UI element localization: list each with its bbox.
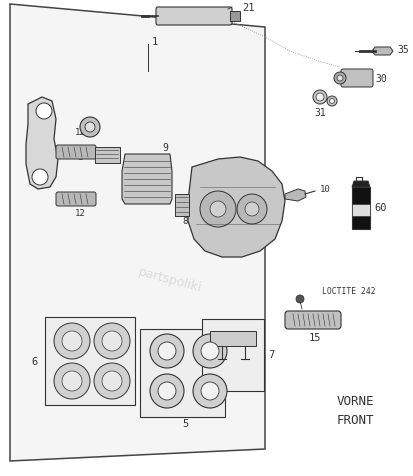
Circle shape xyxy=(62,331,82,351)
Circle shape xyxy=(94,363,130,399)
Text: 35: 35 xyxy=(396,45,408,55)
FancyBboxPatch shape xyxy=(56,146,96,159)
Text: 9: 9 xyxy=(161,143,168,153)
Circle shape xyxy=(329,99,334,104)
Circle shape xyxy=(54,323,90,359)
Circle shape xyxy=(336,76,342,82)
Circle shape xyxy=(312,91,326,105)
Circle shape xyxy=(192,334,226,368)
Circle shape xyxy=(80,118,100,138)
Bar xyxy=(351,205,369,217)
Polygon shape xyxy=(122,155,171,205)
Text: LOCTITE 242: LOCTITE 242 xyxy=(321,287,375,296)
FancyBboxPatch shape xyxy=(284,311,340,329)
Circle shape xyxy=(36,104,52,120)
Circle shape xyxy=(102,331,122,351)
Text: 1: 1 xyxy=(152,37,158,47)
Circle shape xyxy=(62,371,82,391)
Text: 15: 15 xyxy=(308,332,320,342)
Circle shape xyxy=(150,334,183,368)
Text: 10: 10 xyxy=(319,185,330,194)
FancyBboxPatch shape xyxy=(156,8,231,26)
Polygon shape xyxy=(10,5,264,461)
Circle shape xyxy=(209,201,225,218)
Text: 21: 21 xyxy=(242,3,254,13)
Polygon shape xyxy=(284,189,305,201)
Circle shape xyxy=(244,203,259,217)
Circle shape xyxy=(102,371,122,391)
FancyBboxPatch shape xyxy=(340,70,372,88)
Polygon shape xyxy=(188,158,284,258)
Text: 5: 5 xyxy=(181,418,188,428)
Circle shape xyxy=(158,342,176,360)
Circle shape xyxy=(150,374,183,408)
Text: 8: 8 xyxy=(78,153,83,162)
Circle shape xyxy=(85,123,95,133)
Bar xyxy=(230,12,240,22)
Polygon shape xyxy=(26,98,58,189)
Circle shape xyxy=(94,323,130,359)
Text: partspoliki: partspoliki xyxy=(136,265,203,294)
Circle shape xyxy=(315,94,323,102)
Polygon shape xyxy=(351,182,369,188)
Text: 7: 7 xyxy=(267,349,273,359)
Text: 12: 12 xyxy=(74,209,85,218)
Circle shape xyxy=(54,363,90,399)
Bar xyxy=(45,317,135,405)
Circle shape xyxy=(32,169,48,186)
Text: 12: 12 xyxy=(74,128,85,137)
Circle shape xyxy=(333,73,345,85)
Bar xyxy=(175,195,189,217)
Circle shape xyxy=(199,192,235,228)
Circle shape xyxy=(236,195,266,225)
Bar xyxy=(95,148,120,164)
Circle shape xyxy=(201,382,218,400)
Text: 8: 8 xyxy=(182,217,187,226)
Bar xyxy=(351,188,369,229)
Circle shape xyxy=(201,342,218,360)
Text: VORNE
FRONT: VORNE FRONT xyxy=(335,394,373,426)
Circle shape xyxy=(192,374,226,408)
Text: 6: 6 xyxy=(32,356,38,366)
Text: 60: 60 xyxy=(373,203,386,213)
Text: 31: 31 xyxy=(313,108,325,118)
Bar xyxy=(209,331,255,346)
Polygon shape xyxy=(371,48,392,56)
Circle shape xyxy=(158,382,176,400)
Text: 30: 30 xyxy=(374,74,386,84)
Bar xyxy=(202,319,263,391)
FancyBboxPatch shape xyxy=(56,193,96,207)
Circle shape xyxy=(295,296,303,303)
Bar xyxy=(140,329,224,417)
Circle shape xyxy=(326,97,336,107)
